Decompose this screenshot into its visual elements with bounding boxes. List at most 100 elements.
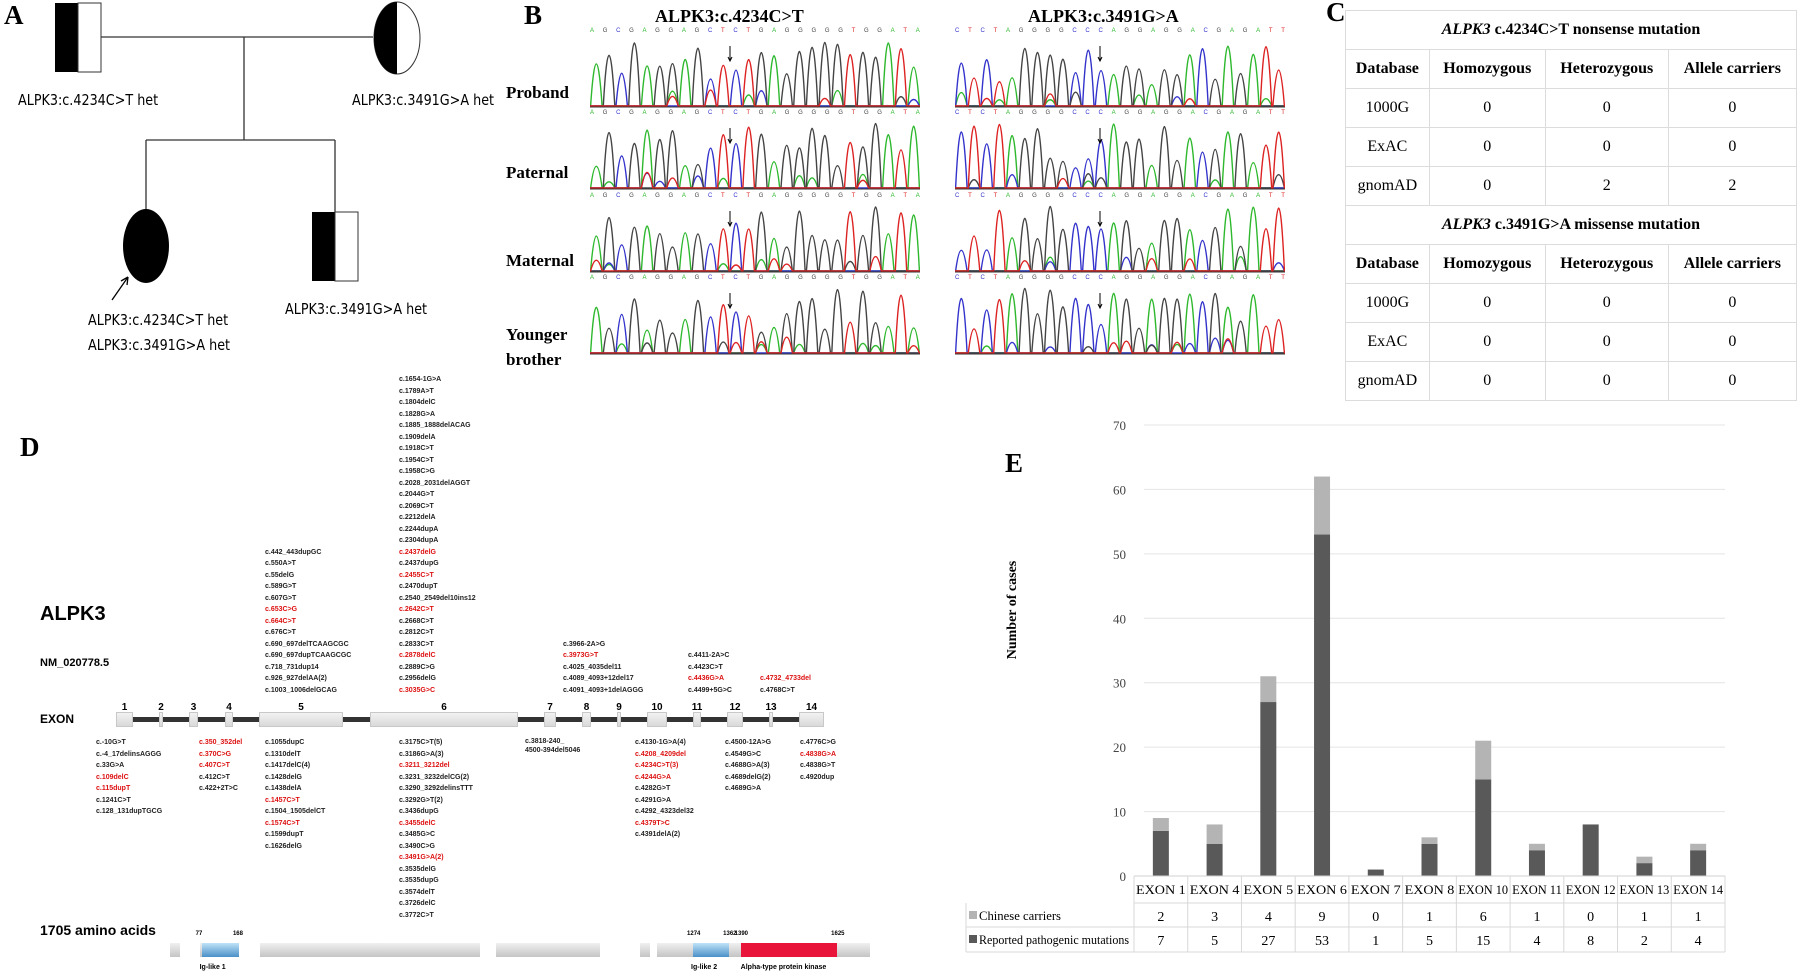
exon-number: 14: [805, 702, 818, 713]
base-letter: T: [1281, 193, 1285, 199]
mutation-item: c.3574delT: [399, 888, 435, 896]
domain-boundary-label: 77: [195, 931, 203, 937]
table-row: 1000G 0 0 0: [1345, 88, 1798, 128]
table-row: ExAC 0 0 0: [1345, 322, 1798, 362]
chromatogram-trace: [955, 45, 1285, 108]
base-letter: T: [851, 28, 856, 34]
mutation-item: c.4838G>T: [800, 762, 836, 769]
base-letter: T: [1281, 110, 1285, 116]
trace-T: [955, 46, 1285, 107]
trace-T: [590, 211, 920, 272]
mutation-item: c.690_697dupTCAAGCGC: [265, 652, 352, 659]
base-letter: T: [993, 193, 998, 199]
x-category-label: EXON 1: [1136, 882, 1186, 897]
base-letter: G: [1045, 275, 1051, 281]
table-caption: ALPK3 c.4234C>T nonsense mutation: [1345, 10, 1797, 50]
base-letter: G: [798, 193, 803, 199]
base-letter: C: [733, 193, 738, 199]
x-category-label: EXON 7: [1351, 882, 1401, 897]
bar-reported-exon-13: [1636, 863, 1653, 876]
base-letter: G: [784, 28, 790, 34]
mutation-item: c.370C>G: [199, 750, 232, 758]
mutation-item: c.1504_1505delCT: [265, 808, 326, 815]
base-letter: G: [798, 28, 803, 34]
base-letter: G: [863, 28, 869, 34]
base-letter: G: [784, 193, 790, 199]
domain-alpha-type-protein-kinase: [740, 943, 838, 957]
table-value: 7: [1157, 934, 1164, 949]
table-value: 1: [1533, 910, 1540, 925]
mutation-item: c.653C>G: [265, 606, 298, 613]
table-cell: 0: [1428, 88, 1546, 128]
domain-name: Alpha-type protein kinase: [740, 964, 827, 971]
mutation-item: c.1918C>T: [399, 445, 434, 452]
mutation-item: c.1626delG: [265, 842, 302, 850]
mutation-item: c.2540_2549del10ins12: [399, 594, 476, 602]
mutation-item: c.4244G>A: [635, 773, 671, 781]
mutation-item: c.109delC: [96, 773, 129, 781]
base-letter: T: [1281, 28, 1285, 34]
mutation-item: c.2028_2031delAGGT: [399, 479, 471, 487]
mutation-item: c.3231_3232delCG(2): [399, 773, 470, 781]
base-letter: G: [1032, 28, 1037, 34]
base-letter: A: [1151, 193, 1156, 199]
exon-number: 12: [729, 702, 741, 713]
x-category-label: EXON 4: [1190, 882, 1240, 897]
base-letter: A: [1151, 110, 1156, 116]
mutation-item: c.4732_4733del: [760, 675, 811, 682]
table-value: 1: [1426, 910, 1433, 925]
gene-italic: ALPK3: [1441, 21, 1491, 38]
table-cell: 2: [1544, 166, 1669, 206]
x-category-label: EXON 13: [1620, 882, 1670, 897]
exon-7: [544, 712, 556, 727]
mutation-list-e6-below: c.3175C>T(5) c.3186G>A(3) c.3211_3212del c.…: [399, 737, 473, 921]
table-value: 8: [1587, 934, 1594, 949]
mutation-item: c.607G>T: [265, 594, 297, 602]
base-letter: C: [1085, 110, 1090, 116]
base-letter: T: [968, 193, 972, 199]
chromatogram-trace: [955, 287, 1285, 355]
base-letter: A: [1229, 275, 1234, 281]
base-letter: C: [733, 275, 738, 281]
exon-number: 10: [651, 702, 663, 713]
mutation-item: c.2878delC: [399, 652, 436, 659]
bar-reported-exon-14: [1690, 850, 1707, 876]
exon-number: 3: [190, 702, 197, 713]
base-letter: G: [1242, 28, 1248, 34]
base-letter: G: [1045, 110, 1051, 116]
table-cell: 0: [1544, 283, 1669, 323]
mutation-item: c.350_352del: [199, 739, 243, 746]
base-letter: C: [1203, 110, 1208, 116]
exon-9: [617, 712, 621, 727]
base-letter: G: [1058, 28, 1064, 34]
y-tick-label: 60: [1113, 482, 1126, 497]
population-frequency-table: ALPK3 c.4234C>T nonsense mutation Databas…: [1345, 10, 1798, 401]
x-category-label: EXON 11: [1512, 882, 1562, 897]
mutation-item: c.3211_3212del: [399, 762, 450, 769]
mutation-list-e14-below: c.4776C>G c.4838G>A c.4838G>T c.4920dup: [800, 737, 836, 783]
mutation-item: c.2956delG: [399, 675, 436, 682]
base-letter: G: [602, 28, 608, 34]
bar-reported-exon-12: [1582, 824, 1599, 876]
base-letter: G: [798, 275, 803, 281]
base-letter: T: [968, 28, 972, 34]
base-letter: G: [758, 28, 764, 34]
base-letter: T: [1281, 275, 1285, 281]
exon-12: [727, 712, 743, 727]
base-letter: A: [1256, 28, 1261, 34]
base-letter: G: [784, 110, 790, 116]
mutation-arrow-icon: [1097, 46, 1103, 63]
protein-length: 1705 amino acids: [40, 922, 156, 938]
table-cell: 0: [1544, 127, 1669, 167]
bar-reported-exon-6: [1314, 534, 1331, 876]
brother-genotype: ALPK3:c.3491G>A het: [285, 300, 428, 318]
table-value: 4: [1265, 910, 1272, 925]
chromatogram-title-left: ALPK3:c.4234C>T: [655, 6, 804, 26]
mutation-item: c.33G>A: [96, 762, 125, 769]
base-letter: A: [1151, 275, 1156, 281]
panel-label-d: D: [20, 432, 40, 462]
base-letter: G: [798, 110, 803, 116]
table-value: 15: [1476, 934, 1490, 949]
mutation-list-e6-above: c.1654-1G>A c.1789A>T c.1804delC c.1828G>A c…: [399, 374, 476, 696]
